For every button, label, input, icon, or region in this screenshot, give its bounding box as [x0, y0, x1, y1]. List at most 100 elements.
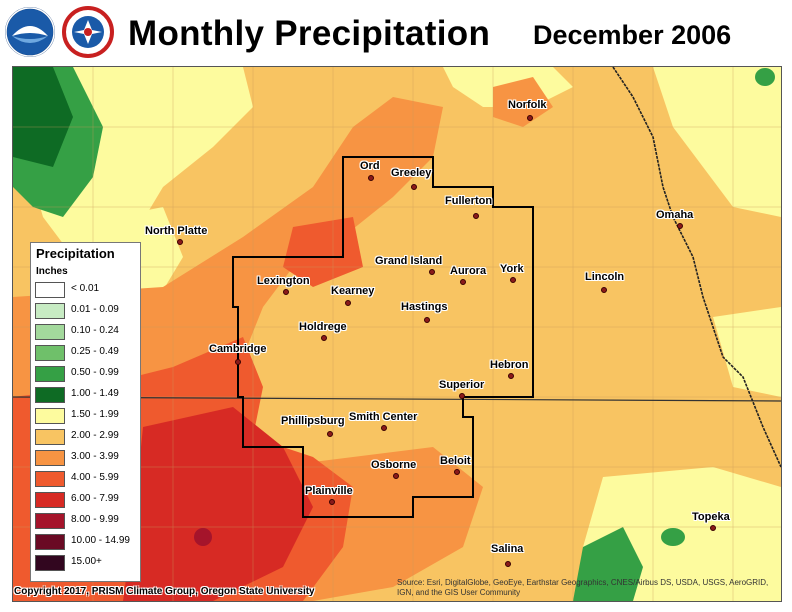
legend-units: Inches	[36, 266, 68, 277]
city-label-beloit: Beloit	[440, 455, 471, 467]
legend-item: 0.10 - 0.24	[35, 324, 139, 340]
forecast-area-boundary	[232, 156, 534, 518]
city-label-ord: Ord	[360, 160, 380, 172]
legend-swatch	[35, 282, 65, 298]
legend-swatch	[35, 555, 65, 571]
legend-item: 2.00 - 2.99	[35, 429, 139, 445]
city-label-topeka: Topeka	[692, 511, 730, 523]
legend-swatch	[35, 324, 65, 340]
legend-item: 3.00 - 3.99	[35, 450, 139, 466]
legend-label: 0.25 - 0.49	[71, 346, 119, 357]
city-dot-aurora	[460, 279, 466, 285]
city-label-york: York	[500, 263, 524, 275]
city-label-lincoln: Lincoln	[585, 271, 625, 283]
legend-label: 4.00 - 5.99	[71, 472, 119, 483]
city-label-osborne: Osborne	[371, 459, 417, 471]
precipitation-legend: Precipitation Inches < 0.01 0.01 - 0.09 0.…	[30, 242, 141, 582]
city-dot-topeka	[710, 525, 716, 531]
city-label-hastings: Hastings	[401, 301, 448, 313]
legend-swatch	[35, 408, 65, 424]
zone-green-southeast	[573, 527, 643, 601]
city-label-norfolk: Norfolk	[508, 99, 547, 111]
city-dot-omaha	[677, 223, 683, 229]
city-dot-north-platte	[177, 239, 183, 245]
legend-swatch	[35, 492, 65, 508]
header: Monthly Precipitation December 2006	[0, 0, 792, 66]
city-label-phillipsburg: Phillipsburg	[281, 415, 345, 427]
city-label-greeley: Greeley	[391, 167, 432, 179]
city-dot-holdrege	[321, 335, 327, 341]
city-dot-lincoln	[601, 287, 607, 293]
zone-3-4-north	[493, 77, 553, 127]
precipitation-map[interactable]: Norfolk Ord Greeley Fullerton Omaha Nort…	[12, 66, 782, 602]
city-dot-kearney	[345, 300, 351, 306]
legend-swatch	[35, 429, 65, 445]
zone-light-northeast	[653, 67, 781, 217]
legend-item: 0.50 - 0.99	[35, 366, 139, 382]
city-label-kearney: Kearney	[331, 285, 375, 297]
city-dot-phillipsburg	[327, 431, 333, 437]
city-dot-norfolk	[527, 115, 533, 121]
legend-item: 15.00+	[35, 555, 139, 571]
legend-label: 3.00 - 3.99	[71, 451, 119, 462]
legend-swatch	[35, 366, 65, 382]
city-label-grand-island: Grand Island	[375, 255, 443, 267]
map-canvas	[13, 67, 781, 601]
city-dot-greeley	[411, 184, 417, 190]
city-label-omaha: Omaha	[656, 209, 694, 221]
legend-item: < 0.01	[35, 282, 139, 298]
city-dot-beloit	[454, 469, 460, 475]
missouri-river	[612, 67, 781, 468]
city-label-plainville: Plainville	[305, 485, 353, 497]
city-dot-ord	[368, 175, 374, 181]
legend-item: 1.50 - 1.99	[35, 408, 139, 424]
legend-label: 15.00+	[71, 556, 102, 567]
city-label-fullerton: Fullerton	[445, 195, 493, 207]
legend-swatch	[35, 534, 65, 550]
legend-label: < 0.01	[71, 283, 100, 294]
legend-item: 8.00 - 9.99	[35, 513, 139, 529]
legend-swatch	[35, 513, 65, 529]
city-dot-grand-island	[429, 269, 435, 275]
state-border	[13, 396, 781, 402]
city-dot-fullerton	[473, 213, 479, 219]
legend-label: 1.00 - 1.49	[71, 388, 119, 399]
legend-item: 0.01 - 0.09	[35, 303, 139, 319]
page-title: Monthly Precipitation	[128, 14, 491, 53]
city-label-hebron: Hebron	[490, 359, 529, 371]
legend-label: 2.00 - 2.99	[71, 430, 119, 441]
legend-label: 0.10 - 0.24	[71, 325, 119, 336]
map-credits: Source: Esri, DigitalGlobe, GeoEye, Eart…	[397, 578, 769, 597]
legend-label: 0.01 - 0.09	[71, 304, 119, 315]
legend-swatch	[35, 345, 65, 361]
legend-swatch	[35, 387, 65, 403]
legend-label: 6.00 - 7.99	[71, 493, 119, 504]
legend-swatch	[35, 303, 65, 319]
page-date: December 2006	[533, 20, 732, 50]
city-dot-salina	[505, 561, 511, 567]
zone-green-topeka	[661, 528, 685, 546]
city-dot-superior	[459, 393, 465, 399]
city-dot-smith-center	[381, 425, 387, 431]
legend-swatch	[35, 450, 65, 466]
city-label-aurora: Aurora	[450, 265, 487, 277]
city-dot-york	[510, 277, 516, 283]
city-dot-lexington	[283, 289, 289, 295]
zone-darkgreen-northwest	[13, 67, 73, 167]
legend-item: 4.00 - 5.99	[35, 471, 139, 487]
city-dot-hebron	[508, 373, 514, 379]
legend-item: 10.00 - 14.99	[35, 534, 139, 550]
city-dot-osborne	[393, 473, 399, 479]
city-label-north-platte: North Platte	[145, 225, 208, 237]
city-label-holdrege: Holdrege	[299, 321, 347, 333]
legend-swatch	[35, 471, 65, 487]
legend-label: 0.50 - 0.99	[71, 367, 119, 378]
national-weather-service-logo	[62, 6, 114, 58]
city-dot-hastings	[424, 317, 430, 323]
city-label-lexington: Lexington	[257, 275, 310, 287]
city-label-superior: Superior	[439, 379, 485, 391]
zone-8-10	[194, 528, 212, 546]
legend-label: 1.50 - 1.99	[71, 409, 119, 420]
copyright-text: Copyright 2017, PRISM Climate Group, Ore…	[14, 586, 315, 597]
zone-6-8	[123, 407, 313, 601]
